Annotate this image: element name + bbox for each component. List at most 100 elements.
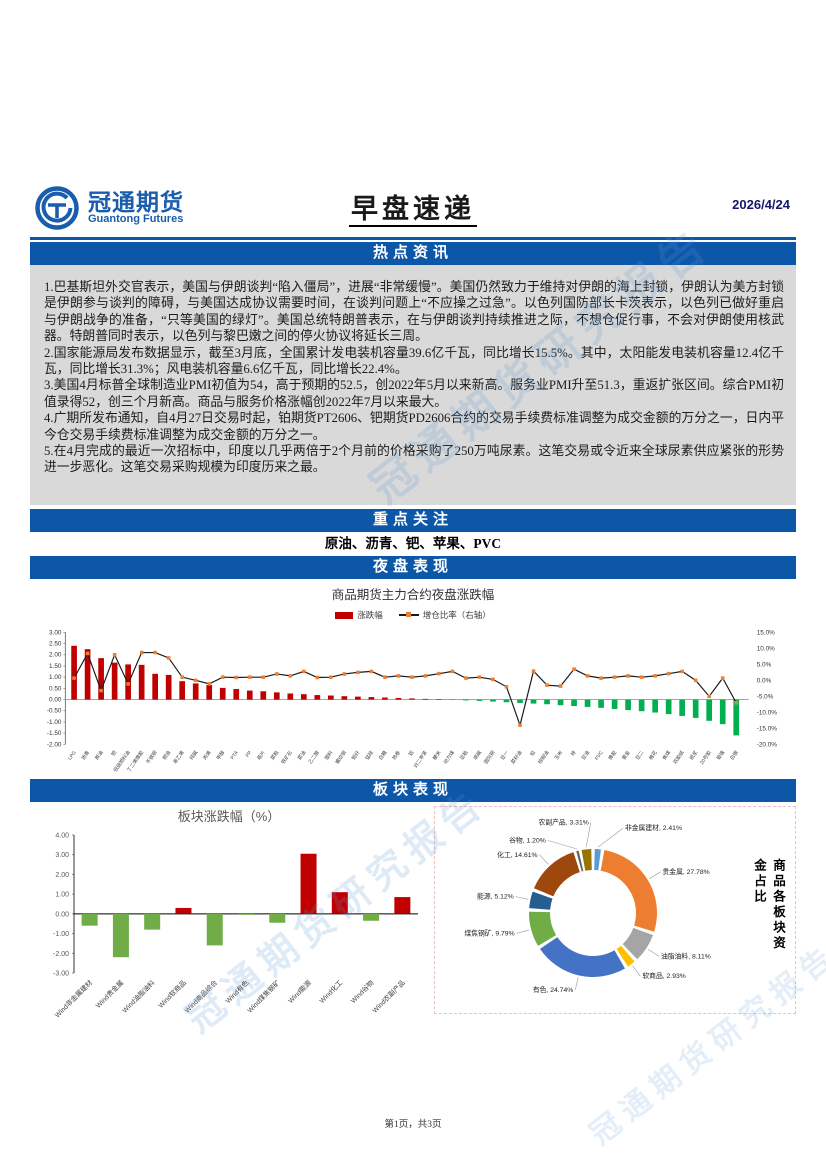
news-item: 2.国家能源局发布数据显示，截至3月底，全国累计发电装机容量39.6亿千瓦，同比… — [44, 345, 784, 377]
svg-text:0.50: 0.50 — [49, 685, 62, 692]
svg-text:油脂油料, 8.11%: 油脂油料, 8.11% — [661, 951, 711, 960]
svg-text:塑料: 塑料 — [323, 749, 334, 761]
svg-text:燃油: 燃油 — [161, 749, 172, 761]
svg-text:PP: PP — [245, 749, 254, 758]
legend-line-swatch — [398, 612, 419, 617]
svg-text:Wind谷物: Wind谷物 — [349, 978, 376, 1005]
svg-text:0.00: 0.00 — [55, 911, 69, 918]
svg-text:烧碱: 烧碱 — [472, 749, 483, 761]
svg-text:Wind煤焦钢矿: Wind煤焦钢矿 — [245, 978, 282, 1015]
svg-text:甲醇: 甲醇 — [215, 749, 226, 761]
svg-text:铅: 铅 — [529, 749, 538, 757]
svg-text:焦煤: 焦煤 — [661, 749, 672, 761]
svg-text:3.00: 3.00 — [55, 852, 69, 859]
svg-text:白银: 白银 — [728, 749, 739, 761]
svg-text:4.00: 4.00 — [55, 833, 69, 840]
svg-text:瓶片: 瓶片 — [256, 749, 267, 761]
svg-text:Wind油脂油料: Wind油脂油料 — [120, 978, 157, 1015]
svg-text:黄金: 黄金 — [620, 749, 631, 761]
svg-text:玻璃: 玻璃 — [715, 749, 726, 761]
svg-text:粳米: 粳米 — [431, 749, 442, 761]
svg-text:锌: 锌 — [569, 749, 578, 757]
svg-text:-10.0%: -10.0% — [757, 709, 778, 716]
svg-text:软商品, 2.93%: 软商品, 2.93% — [642, 971, 685, 980]
svg-text:能源, 5.12%: 能源, 5.12% — [477, 892, 514, 901]
svg-text:有色, 24.74%: 有色, 24.74% — [533, 985, 573, 994]
svg-text:农副产品, 3.31%: 农副产品, 3.31% — [539, 817, 589, 826]
guantong-logo-icon — [35, 186, 79, 230]
svg-text:不锈钢: 不锈钢 — [145, 749, 159, 765]
page-footer: 第1页，共3页 — [384, 1120, 442, 1130]
svg-text:LPG: LPG — [67, 750, 78, 762]
legend-item-bar: 涨跌幅 — [335, 609, 383, 621]
svg-text:-15.0%: -15.0% — [757, 725, 778, 732]
svg-text:谷物, 1.20%: 谷物, 1.20% — [509, 835, 546, 844]
svg-text:螺纹钢: 螺纹钢 — [334, 749, 348, 765]
svg-text:Wind贵金属: Wind贵金属 — [94, 978, 126, 1010]
night-session-chart-block: 商品期货主力合约夜盘涨跌幅 涨跌幅 增仓比率（右轴） 3.00 2.50 2.00 1… — [30, 584, 796, 798]
night-session-combo-chart: 3.00 2.50 2.00 1.50 1.00 0.50 0.00 -0.50 -1.00 -1… — [47, 629, 778, 773]
svg-text:乙二醇: 乙二醇 — [307, 749, 321, 765]
svg-text:钯: 钯 — [110, 749, 119, 757]
svg-text:贵金属, 27.78%: 贵金属, 27.78% — [662, 867, 709, 876]
svg-text:Wind化工: Wind化工 — [317, 978, 344, 1005]
svg-text:-1.00: -1.00 — [53, 931, 69, 938]
hot-news-body: 1.巴基斯坦外交官表示，美国与伊朗谈判“陷入僵局”，进展“非常缓慢”。美国仍然致… — [30, 265, 796, 505]
banner-night-session: 夜盘表现 — [30, 556, 796, 579]
page-title: 早盘速递 — [30, 187, 796, 227]
legend-bar-label: 涨跌幅 — [357, 610, 383, 620]
svg-text:煤焦钢矿, 9.79%: 煤焦钢矿, 9.79% — [464, 928, 514, 937]
svg-text:-2.00: -2.00 — [53, 951, 69, 958]
news-item: 1.巴基斯坦外交官表示，美国与伊朗谈判“陷入僵局”，进展“非常缓慢”。美国仍然致… — [44, 280, 784, 344]
legend-bar-swatch — [335, 611, 354, 619]
svg-text:菜籽油: 菜籽油 — [509, 749, 523, 765]
svg-text:菜油: 菜油 — [296, 749, 307, 761]
report-header: 冠通期货 Guantong Futures 早盘速递 2026/4/24 — [30, 183, 796, 235]
night-chart-title: 商品期货主力合约夜盘涨跌幅 — [331, 588, 495, 602]
svg-text:Wind商品综合: Wind商品综合 — [183, 978, 220, 1015]
banner-key-focus: 重点关注 — [30, 509, 796, 532]
svg-text:Wind农副产品: Wind农副产品 — [370, 978, 407, 1015]
svg-text:橡胶: 橡胶 — [607, 749, 618, 761]
company-logo: 冠通期货 Guantong Futures — [34, 185, 184, 231]
svg-text:-5.0%: -5.0% — [757, 693, 774, 700]
svg-text:白糖: 白糖 — [377, 749, 388, 761]
svg-text:豆粕: 豆粕 — [458, 749, 469, 761]
banner-hot-news: 热点资讯 — [30, 242, 796, 265]
svg-text:0.00: 0.00 — [49, 697, 62, 704]
svg-text:对二甲苯: 对二甲苯 — [412, 749, 429, 769]
capital-share-donut-chart: 非金属建材, 2.41% 贵金属, 27.78% 油脂油料, 8.11% 软商品, 2… — [464, 817, 711, 994]
svg-text:苯乙烯: 苯乙烯 — [172, 749, 186, 765]
svg-text:菜粕: 菜粕 — [269, 749, 280, 761]
donut-chart-title: 商品各板块资金占比 — [752, 858, 785, 952]
svg-text:-0.50: -0.50 — [47, 708, 62, 715]
svg-text:PVC: PVC — [594, 750, 605, 762]
sector-bar-chart: 4.00 3.00 2.00 1.00 0.00 -1.00 -2.00 -3.00Wind非… — [53, 833, 418, 1019]
svg-text:5.0%: 5.0% — [757, 661, 772, 668]
svg-text:Wind能源: Wind能源 — [286, 978, 313, 1005]
capital-share-panel: 非金属建材, 2.41% 贵金属, 27.78% 油脂油料, 8.11% 软商品, 2… — [434, 806, 796, 1014]
svg-text:-1.00: -1.00 — [47, 719, 62, 726]
key-focus-list: 原油、沥青、钯、苹果、PVC — [324, 536, 502, 551]
sector-charts-row: 板块涨跌幅（%） 4.00 3.00 2.00 1.00 0.00 -1.00 -2.00 -… — [30, 806, 796, 1019]
legend-line-label: 增仓比率（右轴） — [422, 610, 491, 620]
svg-text:2.00: 2.00 — [55, 872, 69, 879]
report-date: 2026/4/24 — [732, 197, 790, 212]
svg-text:-3.00: -3.00 — [53, 971, 69, 978]
svg-text:热卷: 热卷 — [391, 749, 402, 761]
svg-text:10.0%: 10.0% — [757, 645, 775, 652]
svg-text:铁矿石: 铁矿石 — [280, 749, 294, 765]
svg-text:棕榈油: 棕榈油 — [536, 749, 550, 765]
svg-text:15.0%: 15.0% — [757, 629, 775, 636]
svg-text:豆一: 豆一 — [500, 750, 511, 762]
header-divider — [30, 237, 796, 240]
svg-text:玉米: 玉米 — [553, 749, 564, 761]
logo-company-name-en: Guantong Futures — [88, 213, 184, 226]
sector-bar-chart-block: 板块涨跌幅（%） 4.00 3.00 2.00 1.00 0.00 -1.00 -2.00 -… — [30, 806, 428, 1037]
svg-text:豆二: 豆二 — [635, 750, 646, 762]
svg-text:0.0%: 0.0% — [757, 677, 772, 684]
svg-text:1.00: 1.00 — [55, 892, 69, 899]
svg-text:20号胶: 20号胶 — [698, 749, 713, 766]
svg-text:国际铜: 国际铜 — [482, 749, 496, 765]
svg-text:PTA: PTA — [230, 749, 241, 761]
